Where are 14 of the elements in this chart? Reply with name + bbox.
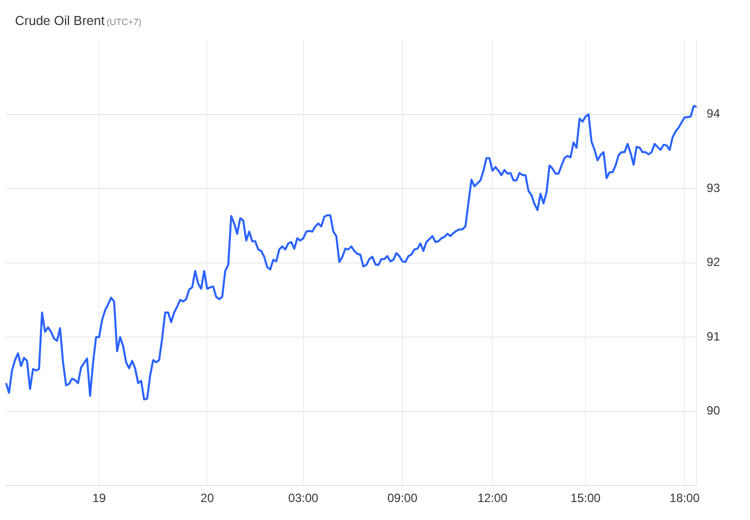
y-tick-label: 94 (706, 106, 720, 121)
x-tick-label: 09:00 (387, 491, 418, 506)
x-tick-label: 20 (200, 491, 214, 506)
x-tick-label: 19 (92, 491, 106, 506)
x-tick-label: 03:00 (288, 491, 319, 506)
y-tick-label: 90 (706, 404, 720, 418)
y-tick-label: 91 (706, 329, 720, 344)
y-tick-label: 92 (706, 255, 720, 270)
chart-subtitle: (UTC+7) (106, 17, 142, 27)
x-tick-label: 15:00 (570, 491, 601, 506)
chart-title: Crude Oil Brent (15, 13, 105, 28)
x-tick-label: 18:00 (670, 491, 700, 506)
y-tick-label: 93 (706, 180, 720, 195)
x-tick-label: 12:00 (477, 491, 508, 506)
